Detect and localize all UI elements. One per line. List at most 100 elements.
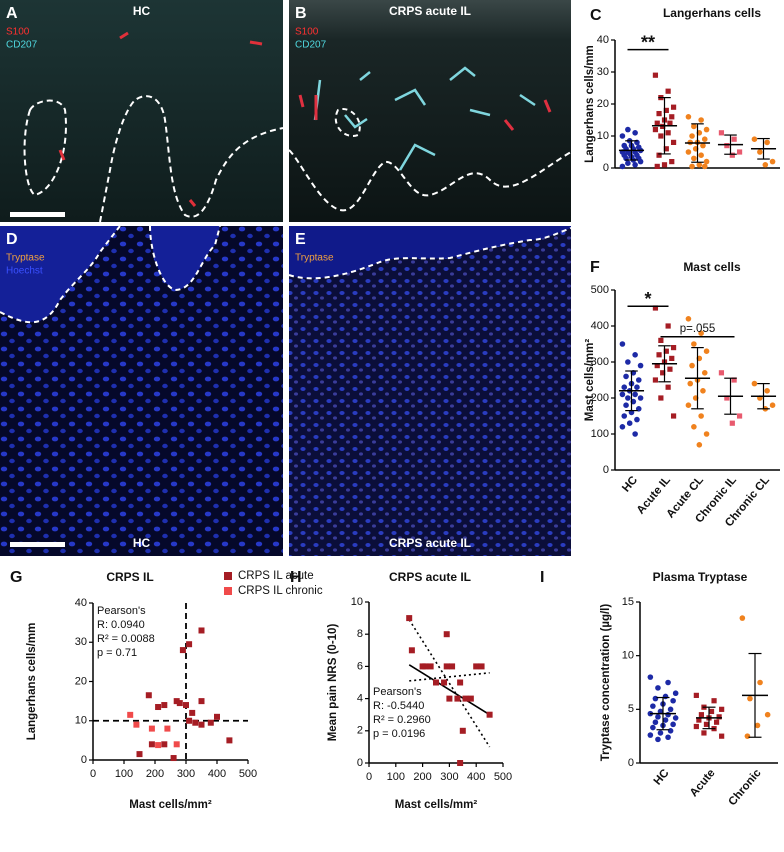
data-point: [621, 413, 628, 419]
data-point: [703, 126, 710, 133]
y-tick-label: 0: [603, 162, 609, 174]
chart-title: Mast cells: [683, 260, 741, 274]
data-point: [457, 679, 464, 686]
data-point: [136, 751, 143, 758]
data-point: [764, 139, 770, 146]
panel-letter: D: [6, 231, 18, 248]
data-point: [619, 391, 626, 398]
data-point: [623, 402, 629, 409]
data-point: [634, 416, 640, 423]
data-point: [656, 111, 662, 117]
data-point: [687, 380, 694, 387]
data-point: [665, 384, 671, 390]
data-point: [189, 709, 196, 716]
data-point: [698, 712, 705, 718]
data-point: [718, 370, 725, 376]
legend-swatch: [224, 572, 232, 580]
data-point: [652, 127, 659, 133]
data-point: [408, 647, 415, 654]
x-tick-label: 300: [440, 771, 458, 783]
stain-label: Hoechst: [6, 266, 43, 277]
x-tick-label: Acute: [688, 767, 718, 799]
y-tick-label: 10: [597, 130, 609, 142]
data-point: [672, 690, 679, 697]
y-tick-label: 6: [357, 660, 363, 672]
y-tick-label: 0: [603, 464, 609, 476]
y-tick-label: 10: [351, 596, 363, 608]
data-point: [669, 159, 675, 165]
panel-letter: I: [540, 569, 544, 586]
annotation: Pearson's: [97, 605, 146, 617]
data-point: [647, 732, 654, 738]
data-point: [632, 352, 638, 358]
data-point: [731, 377, 737, 383]
data-point: [457, 760, 464, 766]
data-point: [127, 711, 134, 718]
legend-label: CRPS IL chronic: [238, 585, 323, 597]
data-point: [658, 133, 664, 139]
data-point: [663, 348, 669, 354]
data-point: [711, 698, 717, 704]
chart-title: Langerhans cells: [663, 6, 761, 20]
annotation: Pearson's: [373, 686, 422, 698]
data-point: [663, 107, 669, 113]
data-point: [769, 402, 776, 409]
data-point: [736, 149, 743, 155]
data-point: [419, 663, 426, 670]
x-tick-label: 200: [413, 771, 431, 783]
data-point: [207, 719, 214, 726]
data-point: [754, 722, 761, 729]
data-point: [467, 695, 474, 702]
data-point: [632, 391, 638, 398]
data-point: [667, 120, 673, 126]
confidence-band: [409, 672, 490, 682]
data-point: [658, 337, 664, 343]
data-point: [708, 708, 715, 715]
data-point: [652, 719, 659, 726]
annotation: R: 0.0940: [97, 619, 145, 631]
data-point: [665, 88, 671, 94]
y-tick-label: 200: [591, 392, 609, 404]
y-tick-label: 30: [75, 636, 87, 648]
legend-swatch: [224, 587, 232, 595]
data-point: [685, 316, 692, 322]
data-point: [700, 388, 706, 394]
data-point: [685, 402, 692, 409]
micrograph-e: [288, 226, 572, 556]
data-point: [647, 674, 654, 680]
micrograph-a: [0, 0, 284, 223]
y-tick-label: 8: [357, 628, 363, 640]
data-point: [701, 730, 707, 736]
data-point: [449, 663, 456, 670]
x-tick-label: 500: [494, 771, 512, 783]
panel-letter: F: [590, 259, 600, 276]
data-point: [650, 703, 656, 709]
data-point: [655, 714, 661, 720]
panel-letter: C: [590, 7, 602, 24]
data-point: [192, 719, 199, 726]
data-point: [443, 631, 450, 638]
annotation: p = 0.71: [97, 647, 137, 659]
stain-label: S100: [6, 27, 30, 38]
data-point: [226, 737, 233, 744]
significance-label: p=.055: [680, 323, 716, 335]
data-point: [698, 330, 704, 337]
data-point: [635, 377, 642, 383]
data-point: [176, 700, 183, 707]
y-tick-label: 0: [357, 757, 363, 769]
significance-label: **: [641, 32, 655, 52]
data-point: [198, 627, 205, 634]
x-tick-label: Chronic: [726, 767, 764, 808]
data-point: [656, 152, 662, 158]
data-point: [724, 143, 730, 149]
x-tick-label: 100: [115, 768, 133, 780]
data-point: [689, 133, 695, 139]
x-tick-label: 0: [366, 771, 372, 783]
y-tick-label: 100: [591, 428, 609, 440]
fit-line: [408, 664, 491, 716]
data-point: [698, 152, 704, 158]
data-point: [691, 341, 697, 347]
data-point: [665, 679, 671, 686]
data-point: [652, 72, 659, 78]
